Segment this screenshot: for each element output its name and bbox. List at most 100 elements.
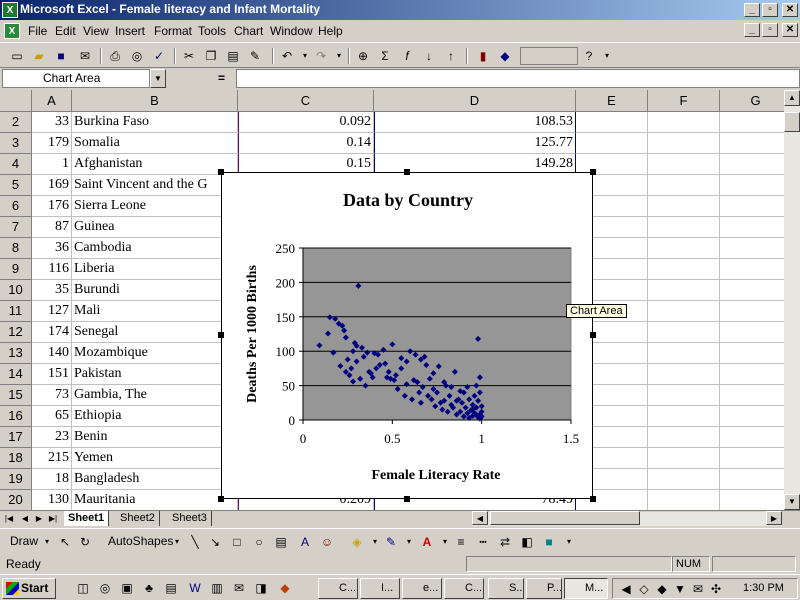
cell-e13[interactable] xyxy=(576,343,648,364)
row-header[interactable]: 7 xyxy=(0,217,32,238)
cell-e15[interactable] xyxy=(576,385,648,406)
row-header[interactable]: 17 xyxy=(0,427,32,448)
volume-icon[interactable]: ◀ xyxy=(621,582,631,596)
resize-handle[interactable] xyxy=(218,496,224,502)
quicklaunch-icon[interactable]: ▣ xyxy=(121,581,133,595)
row-header[interactable]: 3 xyxy=(0,133,32,154)
row-header[interactable]: 2 xyxy=(0,112,32,133)
quicklaunch-icon[interactable]: ◆ xyxy=(280,581,290,595)
cell-a16[interactable]: 65 xyxy=(32,406,72,427)
cell-g8[interactable] xyxy=(720,238,784,259)
first-sheet-icon[interactable]: |◀ xyxy=(4,514,14,523)
cell-b19[interactable]: Bangladesh xyxy=(72,469,238,490)
cell-f16[interactable] xyxy=(648,406,720,427)
column-header-e[interactable]: E xyxy=(576,90,648,112)
cell-e16[interactable] xyxy=(576,406,648,427)
cell-e11[interactable] xyxy=(576,301,648,322)
taskbar-button[interactable]: S... xyxy=(488,578,524,599)
cell-b4[interactable]: Afghanistan xyxy=(72,154,238,175)
menu-view[interactable]: View xyxy=(83,24,109,38)
cell-a12[interactable]: 174 xyxy=(32,322,72,343)
cell-f2[interactable] xyxy=(648,112,720,133)
redo-dropdown-icon[interactable]: ▾ xyxy=(336,51,341,60)
arrow-icon[interactable]: ↘ xyxy=(209,535,221,549)
cell-e7[interactable] xyxy=(576,217,648,238)
minimize-button[interactable]: _ xyxy=(744,3,760,17)
cell-e4[interactable] xyxy=(576,154,648,175)
cell-d2[interactable]: 108.53 xyxy=(374,112,576,133)
column-header-g[interactable]: G xyxy=(720,90,784,112)
cell-f9[interactable] xyxy=(648,259,720,280)
cell-b3[interactable]: Somalia xyxy=(72,133,238,154)
cell-g19[interactable] xyxy=(720,469,784,490)
cell-a10[interactable]: 35 xyxy=(32,280,72,301)
autoshapes-dropdown-icon[interactable]: ▾ xyxy=(174,537,179,546)
h-scroll-thumb[interactable] xyxy=(490,511,640,525)
spelling-icon[interactable]: ✓ xyxy=(153,49,165,63)
last-sheet-icon[interactable]: ▶| xyxy=(48,514,58,523)
row-header[interactable]: 13 xyxy=(0,343,32,364)
toolbar-options-icon[interactable]: ▾ xyxy=(604,51,609,60)
scroll-down-icon[interactable]: ▼ xyxy=(784,494,800,510)
draw-dropdown-icon[interactable]: ▾ xyxy=(44,537,49,546)
quicklaunch-icon[interactable]: ◎ xyxy=(99,581,111,595)
cell-b7[interactable]: Guinea xyxy=(72,217,238,238)
cell-b14[interactable]: Pakistan xyxy=(72,364,238,385)
cell-f19[interactable] xyxy=(648,469,720,490)
quicklaunch-icon[interactable]: ◨ xyxy=(255,581,267,595)
column-header-f[interactable]: F xyxy=(648,90,720,112)
cell-e2[interactable] xyxy=(576,112,648,133)
clip-art-icon[interactable]: ☺ xyxy=(320,535,334,549)
cell-b5[interactable]: Saint Vincent and the G xyxy=(72,175,238,196)
font-color-icon[interactable]: A xyxy=(422,535,432,549)
cell-f10[interactable] xyxy=(648,280,720,301)
taskbar-button[interactable]: C... xyxy=(444,578,484,599)
cell-b11[interactable]: Mali xyxy=(72,301,238,322)
menu-window[interactable]: Window xyxy=(270,24,313,38)
line-style-icon[interactable]: ≡ xyxy=(457,535,465,549)
email-icon[interactable]: ✉ xyxy=(79,49,91,63)
cell-f3[interactable] xyxy=(648,133,720,154)
cell-e8[interactable] xyxy=(576,238,648,259)
cell-f5[interactable] xyxy=(648,175,720,196)
row-header[interactable]: 20 xyxy=(0,490,32,510)
resize-handle[interactable] xyxy=(590,332,596,338)
row-header[interactable]: 6 xyxy=(0,196,32,217)
cell-a18[interactable]: 215 xyxy=(32,448,72,469)
cell-b16[interactable]: Ethiopia xyxy=(72,406,238,427)
rectangle-icon[interactable]: □ xyxy=(233,535,241,549)
line-icon[interactable]: ╲ xyxy=(191,535,199,549)
cell-g14[interactable] xyxy=(720,364,784,385)
free-rotate-icon[interactable]: ↻ xyxy=(79,535,91,549)
row-header[interactable]: 16 xyxy=(0,406,32,427)
text-box-icon[interactable]: ▤ xyxy=(275,535,287,549)
cell-f4[interactable] xyxy=(648,154,720,175)
tab-sheet3[interactable]: Sheet3 xyxy=(168,511,212,526)
cell-b17[interactable]: Benin xyxy=(72,427,238,448)
row-header[interactable]: 12 xyxy=(0,322,32,343)
quicklaunch-icon[interactable]: ◫ xyxy=(77,581,89,595)
cell-a8[interactable]: 36 xyxy=(32,238,72,259)
shadow-icon[interactable]: ◧ xyxy=(521,535,533,549)
quicklaunch-icon[interactable]: ♣ xyxy=(145,581,153,595)
function-icon[interactable]: f xyxy=(405,49,409,63)
cell-f6[interactable] xyxy=(648,196,720,217)
row-header[interactable]: 10 xyxy=(0,280,32,301)
name-box[interactable]: Chart Area xyxy=(2,69,150,88)
tab-sheet1[interactable]: Sheet1 xyxy=(64,511,110,526)
cell-g6[interactable] xyxy=(720,196,784,217)
cell-a11[interactable]: 127 xyxy=(32,301,72,322)
cell-g3[interactable] xyxy=(720,133,784,154)
start-button[interactable]: Start xyxy=(2,578,56,599)
row-header[interactable]: 14 xyxy=(0,364,32,385)
scroll-right-icon[interactable]: ▶ xyxy=(766,511,782,525)
3d-icon[interactable]: ■ xyxy=(545,535,553,549)
menu-tools[interactable]: Tools xyxy=(198,24,227,38)
menu-edit[interactable]: Edit xyxy=(55,24,76,38)
drawing-options-icon[interactable]: ▾ xyxy=(566,537,571,546)
font-color-dropdown-icon[interactable]: ▾ xyxy=(442,537,447,546)
resize-handle[interactable] xyxy=(590,496,596,502)
cell-b10[interactable]: Burundi xyxy=(72,280,238,301)
fill-color-dropdown-icon[interactable]: ▾ xyxy=(372,537,377,546)
cell-g12[interactable] xyxy=(720,322,784,343)
